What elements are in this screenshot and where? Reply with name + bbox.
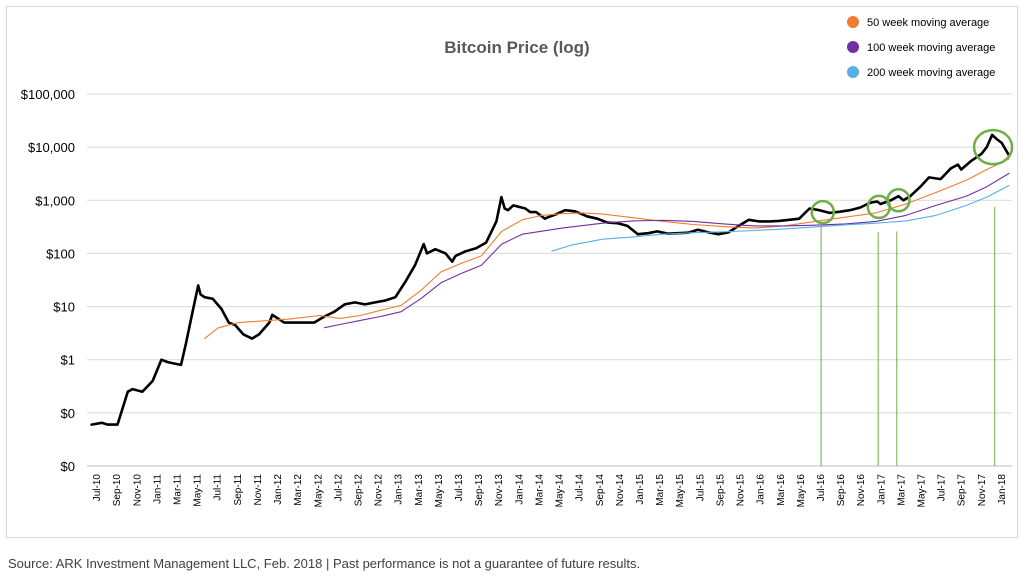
- y-tick-label: $1: [61, 353, 75, 368]
- x-tick-label: Nov-11: [253, 474, 264, 506]
- x-tick-label: Jul-15: [695, 474, 706, 502]
- annotation-circle: [810, 199, 836, 225]
- legend-marker: [847, 66, 859, 78]
- x-tick-label: Nov-10: [132, 474, 143, 507]
- x-tick-label: Mar-16: [776, 474, 787, 506]
- x-tick-label: Sep-17: [957, 474, 968, 507]
- legend: 50 week moving average 100 week moving av…: [847, 16, 995, 79]
- x-tick-label: Jan-11: [152, 474, 163, 504]
- annotation-circles: [810, 128, 1014, 225]
- annotation-vertical-lines: [820, 206, 996, 466]
- y-tick-label: $0: [61, 459, 75, 474]
- x-tick-label: Jan-15: [635, 474, 646, 505]
- x-tick-label: Nov-13: [494, 474, 505, 507]
- x-axis-tick-labels: Jul-10 Sep-10 Nov-10 Jan-11 Mar-11 May-11 Jul-…: [92, 474, 1008, 508]
- legend-label: 50 week moving average: [867, 17, 989, 29]
- x-tick-label: Jul-17: [937, 474, 948, 502]
- series-line-bitcoin-price: [90, 133, 1011, 426]
- x-tick-label: Jul-12: [333, 474, 344, 502]
- x-tick-label: Mar-11: [172, 474, 183, 505]
- x-tick-label: Jul-14: [575, 474, 586, 502]
- x-tick-label: Nov-12: [374, 474, 385, 507]
- x-tick-label: May-17: [917, 474, 928, 508]
- x-tick-label: Mar-13: [414, 474, 425, 506]
- legend-marker: [847, 16, 859, 28]
- x-tick-label: Mar-12: [293, 474, 304, 506]
- x-tick-label: Sep-11: [233, 474, 244, 506]
- x-tick-label: Jul-16: [816, 474, 827, 502]
- x-tick-label: Mar-14: [534, 474, 545, 506]
- x-tick-label: Sep-12: [353, 474, 364, 507]
- y-tick-label: $100: [46, 246, 75, 261]
- x-tick-label: Nov-15: [736, 474, 747, 507]
- x-tick-label: May-13: [434, 474, 445, 508]
- x-tick-label: Mar-17: [896, 474, 907, 506]
- y-tick-label: $1,000: [35, 193, 75, 208]
- legend-marker: [847, 41, 859, 53]
- x-tick-label: Nov-14: [615, 474, 626, 507]
- grid-lines: [87, 93, 1012, 467]
- series-line-200-week-moving-average: [551, 184, 1010, 252]
- x-tick-label: Jan-18: [997, 474, 1008, 505]
- y-tick-label: $0: [61, 406, 75, 421]
- x-tick-label: Jan-16: [756, 474, 767, 505]
- x-tick-label: Jul-11: [213, 474, 224, 501]
- x-tick-label: Sep-16: [836, 474, 847, 507]
- series-lines: [90, 133, 1011, 426]
- x-tick-label: May-14: [555, 474, 566, 508]
- x-tick-label: Jul-10: [92, 474, 103, 502]
- annotation-circle: [886, 188, 911, 213]
- y-tick-label: $100,000: [21, 87, 75, 102]
- x-tick-label: Sep-13: [474, 474, 485, 507]
- x-tick-label: Jul-13: [454, 474, 465, 502]
- x-tick-label: Jan-17: [876, 474, 887, 505]
- y-tick-label: $10,000: [28, 140, 75, 155]
- series-line-50-week-moving-average: [203, 158, 1010, 340]
- series-line-100-week-moving-average: [323, 172, 1010, 329]
- annotation-circle: [972, 128, 1014, 166]
- y-axis-tick-labels: $0 $0 $1 $10 $100 $1,000 $10,000 $100,000: [21, 87, 75, 474]
- x-tick-label: May-16: [796, 474, 807, 508]
- bitcoin-price-chart: Bitcoin Price (log) $0$0$1$10$100$1,000$…: [21, 16, 1014, 508]
- x-tick-label: May-11: [193, 474, 204, 507]
- chart-frame: Bitcoin Price (log) $0 $0 $1 $10 $100 $1,000 $…: [6, 6, 1018, 538]
- x-tick-label: Jan-12: [273, 474, 284, 505]
- x-tick-label: May-15: [675, 474, 686, 508]
- source-note: Source: ARK Investment Management LLC, F…: [8, 556, 641, 571]
- x-tick-label: Sep-15: [715, 474, 726, 507]
- chart-title: Bitcoin Price (log): [444, 38, 589, 57]
- x-tick-label: Mar-15: [655, 474, 666, 506]
- x-tick-label: Sep-10: [112, 474, 123, 507]
- x-tick-label: May-12: [313, 474, 324, 508]
- y-tick-label: $10: [53, 300, 75, 315]
- legend-label: 200 week moving average: [867, 67, 995, 79]
- legend-label: 100 week moving average: [867, 42, 995, 54]
- x-tick-label: Jan-14: [514, 474, 525, 505]
- x-tick-label: Sep-14: [595, 474, 606, 507]
- x-tick-label: Nov-17: [977, 474, 988, 507]
- x-tick-label: Nov-16: [856, 474, 867, 507]
- x-tick-label: Jan-13: [394, 474, 405, 505]
